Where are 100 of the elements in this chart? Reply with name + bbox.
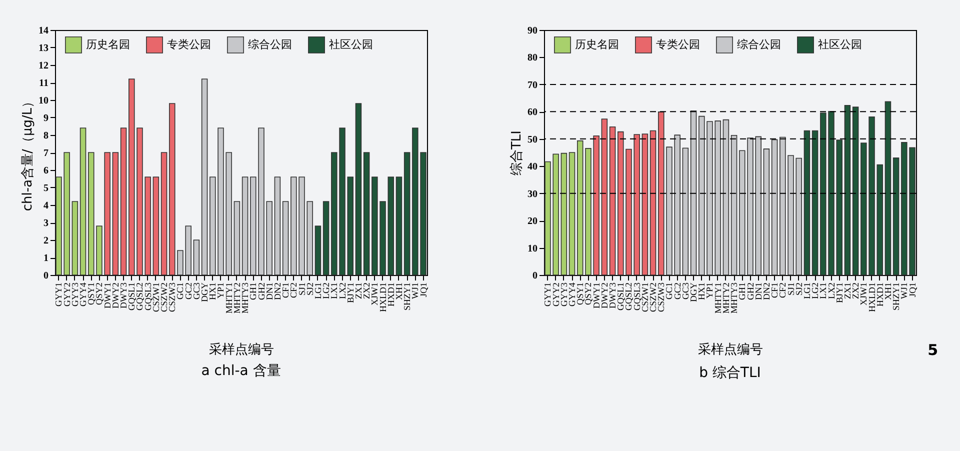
x-tick-label: GYY2 <box>550 282 561 306</box>
bar <box>193 240 200 276</box>
bar <box>771 139 778 276</box>
bar <box>201 78 208 276</box>
x-tick-label: XJW1 <box>858 282 869 306</box>
x-tick-label: GH1 <box>737 282 748 300</box>
x-tick-label: GQSL3 <box>142 282 153 311</box>
x-tick-label: LG1 <box>802 282 812 299</box>
bar <box>363 152 370 276</box>
bar <box>72 201 78 276</box>
x-tick-label: XH1 <box>394 282 404 300</box>
x-tick-label: DGY <box>688 282 699 302</box>
x-tick-label: DWY2 <box>110 282 120 308</box>
x-tick-label: LX1 <box>818 282 828 299</box>
y-tick-label: 11 <box>39 78 48 89</box>
y-tick-label: 6 <box>44 166 48 176</box>
x-tick-label: DN2 <box>272 282 282 300</box>
x-tick-label: WJ1 <box>899 282 910 299</box>
legend-label: 综合公园 <box>737 38 781 51</box>
x-tick-label: MHTY2 <box>720 282 731 314</box>
bar <box>160 152 168 276</box>
bar <box>722 119 730 276</box>
bar <box>274 176 281 276</box>
y-tick-label: 60 <box>528 107 538 118</box>
x-tick-label: QSY2 <box>583 282 594 306</box>
y-tick-label: 12 <box>38 60 48 72</box>
x-tick-label: SJ2 <box>794 282 804 296</box>
x-tick-label: CF1 <box>770 282 780 298</box>
x-tick-label: BJY1 <box>834 282 844 304</box>
x-tick-label: GC3 <box>191 282 202 300</box>
y-tick-label: 10 <box>528 243 538 254</box>
x-tick-label: GQSL1 <box>616 282 626 311</box>
x-tick-label: GQSL2 <box>134 282 145 311</box>
bar <box>690 110 697 276</box>
bar <box>234 201 240 276</box>
x-tick-label: QSY1 <box>575 282 586 306</box>
x-tick-label: GQSL3 <box>632 282 642 311</box>
legend-label: 专类公园 <box>167 38 211 51</box>
x-tick-label: HXD1 <box>386 282 396 306</box>
x-tick-label: YP1 <box>704 282 715 299</box>
x-tick-label: GH2 <box>745 282 756 300</box>
y-tick-label: 0 <box>532 270 538 282</box>
bar <box>112 152 119 276</box>
bar <box>682 148 689 276</box>
text: a chl-a 含量 <box>201 363 281 379</box>
y-tick-label: 2 <box>44 236 48 246</box>
x-tick-label: SHZY1 <box>402 282 412 311</box>
legend-label: 社区公园 <box>818 38 862 51</box>
x-tick-label: LX1 <box>329 282 340 299</box>
y-tick-label: 5 <box>44 183 48 194</box>
x-tick-label: CF1 <box>280 282 291 298</box>
x-tick-label: GYY4 <box>567 282 578 306</box>
x-tick-label: CSZW2 <box>159 282 170 312</box>
y-tick-label: 70 <box>528 80 538 91</box>
legend-label: 历史名园 <box>575 38 619 51</box>
x-tick-label: GQSL2 <box>624 282 634 311</box>
bar <box>355 103 362 276</box>
y-tick-label: 7 <box>44 148 48 159</box>
bar <box>314 226 322 276</box>
bar <box>120 128 127 276</box>
bar <box>242 176 248 276</box>
legend-label: 历史名园 <box>86 38 130 51</box>
x-tick-label: GH1 <box>248 282 258 300</box>
y-tick-label: 8 <box>44 130 48 142</box>
y-tick-label: 50 <box>528 134 538 146</box>
y-tick-label: 10 <box>38 96 48 106</box>
x-tick-label: MHTY3 <box>240 282 250 314</box>
x-tick-label: DWY1 <box>102 282 112 308</box>
x-tick-label: SHZY1 <box>891 282 902 311</box>
x-tick-label: CF2 <box>778 282 788 298</box>
y-tick-label: 4 <box>44 200 48 212</box>
bar <box>642 134 648 276</box>
bar <box>282 201 289 276</box>
x-tick-label: YP1 <box>216 282 226 299</box>
bar <box>804 130 810 276</box>
x-tick-label: DN1 <box>753 282 764 300</box>
x-tick-label: GH2 <box>256 282 266 300</box>
y-tick-label: 90 <box>528 26 538 36</box>
x-tick-label: DN1 <box>264 282 274 300</box>
legend-label: 综合公园 <box>248 38 292 51</box>
bar <box>884 101 892 276</box>
bar <box>560 152 568 276</box>
y-tick-label: 14 <box>38 26 48 36</box>
x-tick-label: HX1 <box>208 282 218 300</box>
x-tick-label: HXD1 <box>874 282 885 306</box>
x-axis-title: 采样点编号 <box>209 342 274 358</box>
x-tick-label: QSY2 <box>94 282 104 306</box>
x-tick-label: HXLD1 <box>378 282 388 312</box>
x-tick-label: DWY2 <box>599 282 610 308</box>
bar <box>763 148 770 276</box>
x-tick-label: GYY3 <box>70 282 80 306</box>
x-tick-label: LG2 <box>321 282 332 299</box>
legend-label: 专类公园 <box>656 38 700 51</box>
y-axis-title: 综合TLI <box>510 130 524 176</box>
x-tick-label: SJ2 <box>304 282 315 296</box>
y-tick-label: 9 <box>44 113 48 124</box>
bar <box>80 128 86 276</box>
x-tick-label: GYY1 <box>54 282 64 306</box>
x-tick-label: QSY1 <box>86 282 96 306</box>
x-tick-label: ZX2 <box>362 282 372 299</box>
